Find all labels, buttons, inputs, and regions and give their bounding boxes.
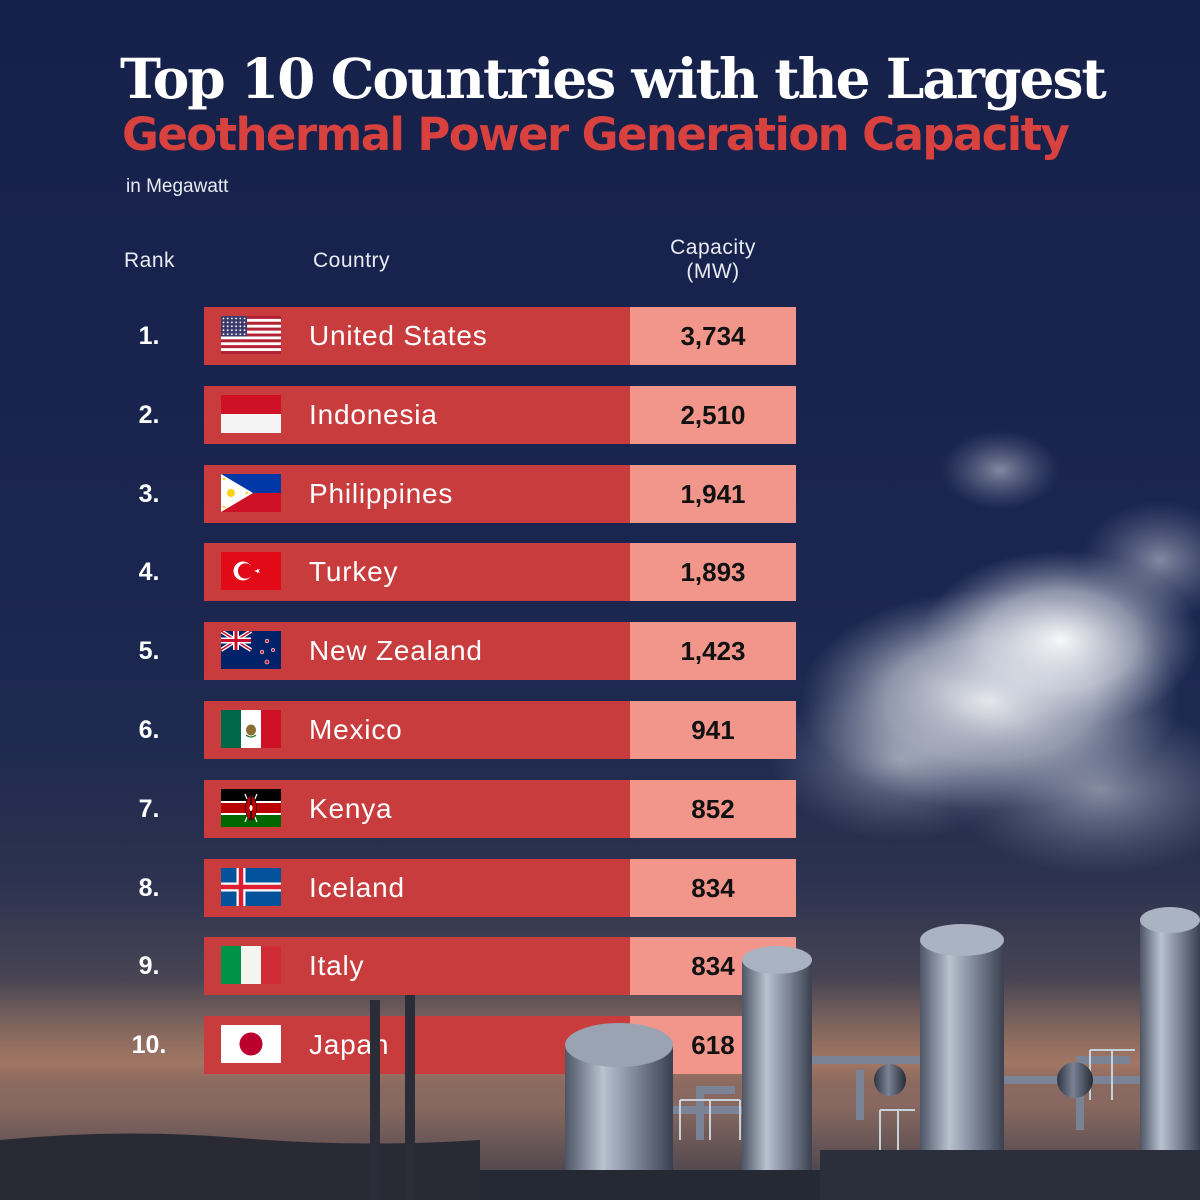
- country-column-header: Country: [313, 249, 391, 272]
- capacity-value: 941: [630, 701, 796, 759]
- capacity-value: 834: [630, 937, 796, 996]
- iceland-flag-icon: [221, 867, 281, 906]
- table-row: 9. Italy 834: [0, 937, 800, 996]
- title-line-1: Top 10 Countries with the Largest: [120, 46, 1107, 111]
- country-name: Iceland: [309, 871, 405, 903]
- country-name: New Zealand: [309, 635, 483, 667]
- capacity-value: 618: [630, 1016, 796, 1075]
- country-bar: Philippines: [204, 464, 630, 523]
- country-bar: New Zealand: [204, 622, 630, 681]
- country-name: Italy: [309, 950, 365, 982]
- country-bar: Mexico: [204, 701, 630, 759]
- steam-cloud: [770, 430, 1200, 875]
- capacity-header-line2: (MW): [686, 260, 740, 283]
- mexico-flag-icon: [221, 710, 281, 748]
- table-row: 4. Turkey 1,893: [0, 543, 800, 602]
- table-row: 5. New Zealand 1,423: [0, 622, 800, 681]
- table-row: 6. Mexico 941: [0, 701, 800, 759]
- capacity-value: 1,893: [630, 543, 796, 602]
- table-row: 8. Iceland 834: [0, 858, 800, 917]
- rank-label: 10.: [131, 1031, 167, 1060]
- table-row: 3. Philippines 1,941: [0, 464, 800, 523]
- indonesia-flag-icon: [221, 394, 281, 433]
- capacity-value: 852: [630, 779, 796, 838]
- capacity-value: 2,510: [630, 385, 796, 444]
- country-name: Philippines: [309, 477, 454, 509]
- title-line-2: Geothermal Power Generation Capacity: [122, 108, 1070, 161]
- capacity-header-line1: Capacity: [670, 236, 756, 259]
- rank-label: 8.: [138, 873, 160, 902]
- capacity-value: 1,941: [630, 464, 796, 523]
- japan-flag-icon: [221, 1025, 281, 1064]
- capacity-value: 834: [630, 858, 796, 917]
- new-zealand-flag-icon: [221, 631, 281, 670]
- rank-label: 7.: [138, 794, 160, 823]
- country-bar: United States: [204, 307, 630, 365]
- usa-flag-icon: [221, 316, 281, 354]
- rank-label: 2.: [138, 400, 160, 429]
- table-row: 7. Kenya 852: [0, 779, 800, 838]
- country-bar: Turkey: [204, 543, 630, 602]
- subtitle: in Megawatt: [126, 176, 229, 197]
- table-row: 1. United States 3,734: [0, 307, 800, 365]
- country-name: Indonesia: [309, 398, 438, 430]
- rank-label: 9.: [138, 952, 160, 981]
- country-name: United States: [309, 320, 488, 351]
- country-bar: Kenya: [204, 779, 630, 838]
- capacity-column-header: Capacity (MW): [630, 236, 796, 284]
- country-name: Kenya: [309, 792, 393, 824]
- rank-column-header: Rank: [124, 249, 176, 272]
- italy-flag-icon: [221, 946, 281, 985]
- capacity-value: 1,423: [630, 622, 796, 681]
- rank-label: 5.: [138, 637, 160, 666]
- capacity-value: 3,734: [630, 307, 796, 365]
- turkey-flag-icon: [221, 552, 281, 591]
- rank-label: 6.: [138, 716, 160, 744]
- table-row: 10. Japan 618: [0, 1016, 800, 1075]
- country-name: Turkey: [309, 556, 399, 588]
- kenya-flag-icon: [221, 788, 281, 827]
- country-bar: Italy: [204, 937, 630, 996]
- rank-label: 1.: [138, 322, 160, 350]
- country-bar: Indonesia: [204, 385, 630, 444]
- country-bar: Iceland: [204, 858, 630, 917]
- country-bar: Japan: [204, 1016, 630, 1075]
- distant-hills: [0, 1133, 480, 1200]
- rank-label: 4.: [138, 558, 160, 587]
- table-row: 2. Indonesia 2,510: [0, 385, 800, 444]
- country-name: Japan: [309, 1029, 390, 1061]
- philippines-flag-icon: [221, 473, 281, 512]
- rank-label: 3.: [138, 479, 160, 508]
- country-name: Mexico: [309, 714, 403, 745]
